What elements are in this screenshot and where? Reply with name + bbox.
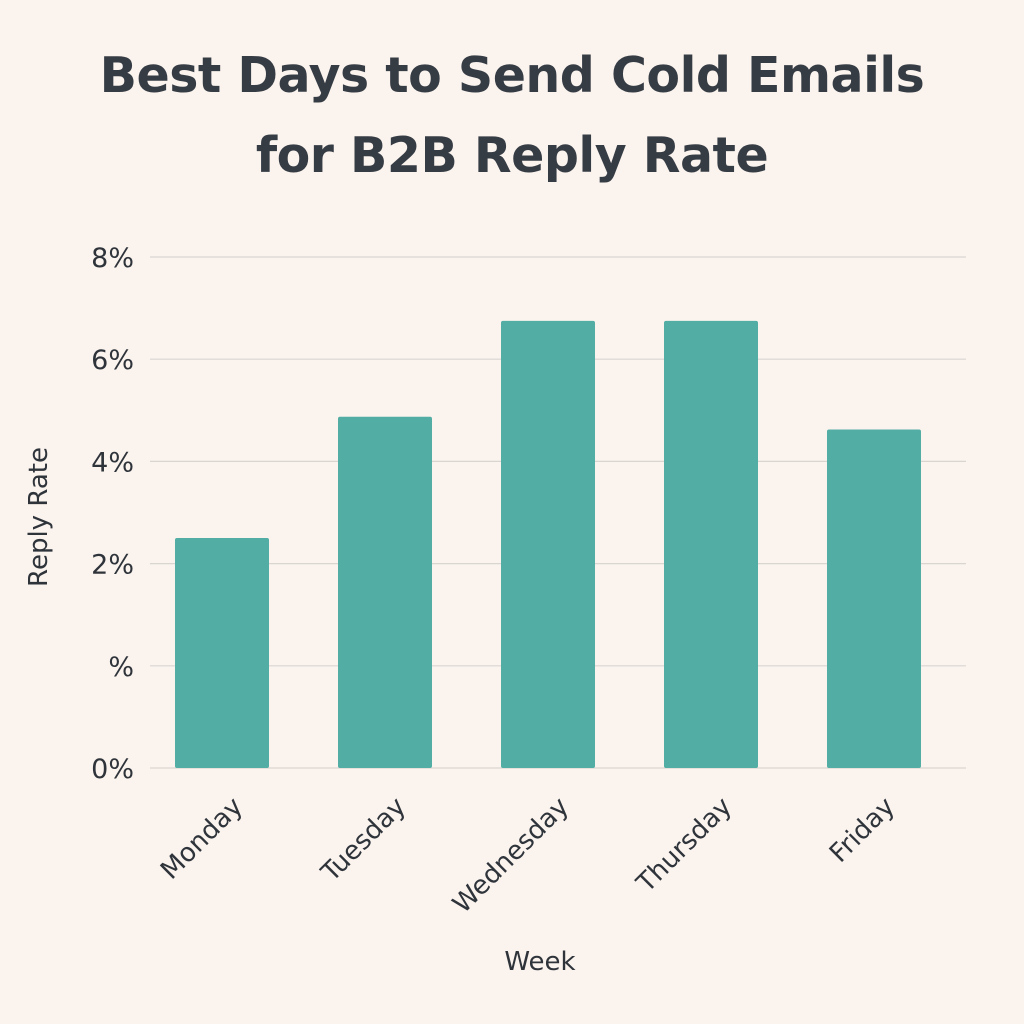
y-tick-label: 8% (91, 243, 134, 274)
x-tick-label-friday: Friday (824, 792, 901, 869)
x-tick-label-monday: Monday (155, 792, 249, 886)
y-tick-label: 2% (91, 550, 134, 581)
bar-wednesday (501, 320, 595, 768)
y-axis-ticks: 0%% 2% 4% 6% 8% (91, 243, 134, 785)
y-tick-label: 6% (91, 345, 134, 376)
x-tick-label-thursday: Thursday (631, 792, 738, 899)
bar-thursday (664, 320, 758, 768)
x-axis-title: Week (504, 947, 575, 977)
y-tick-label: % (108, 652, 134, 683)
bar-tuesday (338, 416, 432, 768)
x-axis-ticks: Monday Tuesday Wednesday Thursday Friday (155, 792, 901, 920)
x-tick-label-wednesday: Wednesday (447, 792, 575, 920)
chart-title-line-2: for B2B Reply Rate (255, 127, 769, 184)
bars (175, 320, 921, 768)
bar-monday (175, 538, 269, 768)
x-tick-label-tuesday: Tuesday (315, 792, 412, 889)
chart-title-line-1: Best Days to Send Cold Emails (99, 47, 925, 104)
y-tick-label: 0% (91, 754, 134, 785)
y-axis-title: Reply Rate (24, 447, 54, 587)
chart-title: Best Days to Send Cold Emails for B2B Re… (0, 36, 1024, 196)
y-tick-label: 4% (91, 447, 134, 478)
bar-friday (827, 429, 921, 768)
